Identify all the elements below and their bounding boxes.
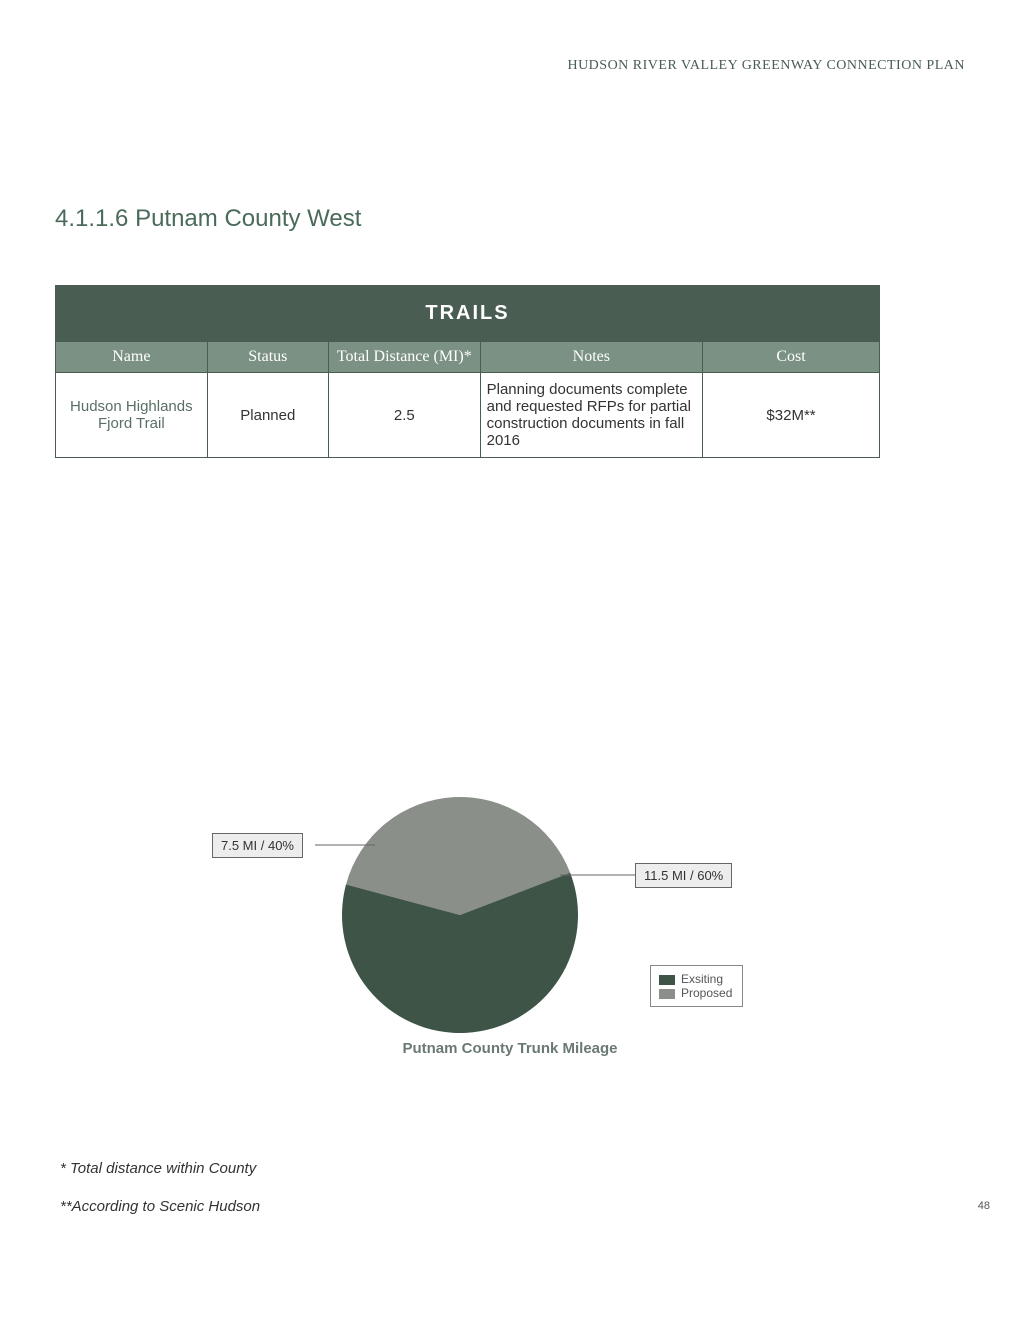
table-row: Hudson Highlands Fjord Trail Planned 2.5… [56,373,880,458]
footnote-source: **According to Scenic Hudson [60,1198,260,1215]
col-head-name: Name [56,342,208,373]
chart-caption: Putnam County Trunk Mileage [0,1040,1020,1057]
table-title: TRAILS [56,286,880,342]
section-heading: 4.1.1.6 Putnam County West [55,205,361,233]
legend-item-existing: Exsiting [659,972,732,986]
cell-cost: $32M** [703,373,880,458]
cell-status: Planned [207,373,328,458]
trails-table: TRAILS Name Status Total Distance (MI)* … [55,285,880,458]
pie-label-existing: 11.5 MI / 60% [635,863,732,888]
legend-swatch-proposed [659,989,675,999]
pie-chart: 11.5 MI / 60% 7.5 MI / 40% Exsiting Prop… [200,775,820,1075]
legend-item-proposed: Proposed [659,986,732,1000]
col-head-status: Status [207,342,328,373]
legend-swatch-existing [659,975,675,985]
col-head-notes: Notes [480,342,702,373]
cell-notes: Planning documents complete and requeste… [480,373,702,458]
legend-label-proposed: Proposed [681,986,732,1000]
chart-legend: Exsiting Proposed [650,965,743,1007]
col-head-distance: Total Distance (MI)* [328,342,480,373]
col-head-cost: Cost [703,342,880,373]
page-number: 48 [978,1200,990,1212]
cell-name: Hudson Highlands Fjord Trail [56,373,208,458]
pie-label-proposed: 7.5 MI / 40% [212,833,303,858]
cell-distance: 2.5 [328,373,480,458]
footnote-distance: * Total distance within County [60,1160,256,1177]
document-header-title: HUDSON RIVER VALLEY GREENWAY CONNECTION … [567,58,965,74]
legend-label-existing: Exsiting [681,972,723,986]
